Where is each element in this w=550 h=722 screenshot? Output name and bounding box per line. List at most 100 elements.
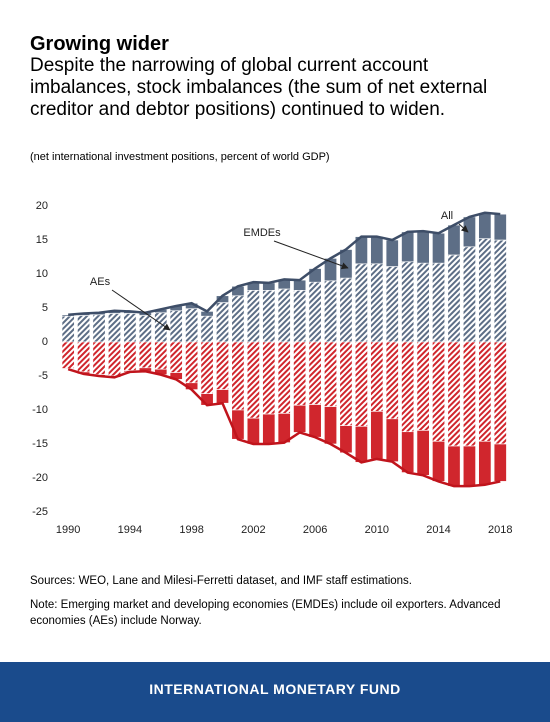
bar-segment	[370, 236, 384, 265]
bar-segment	[138, 341, 152, 369]
bar-segment	[61, 368, 75, 370]
bar-segment	[401, 341, 415, 433]
bar-segment	[169, 310, 183, 343]
units-note: (net international investment positions,…	[30, 151, 330, 163]
x-tick-label: 1998	[179, 524, 203, 536]
bar-segment	[138, 315, 152, 343]
bar-segment	[416, 230, 430, 264]
bar-segment	[277, 288, 291, 343]
bar-segment	[478, 238, 492, 343]
bar-segment	[61, 341, 75, 369]
bar-segment	[401, 431, 415, 473]
x-tick-label: 2010	[365, 524, 389, 536]
bar-segment	[416, 430, 430, 476]
bar-segment	[493, 341, 507, 445]
bar-segment	[246, 341, 260, 419]
bar-segment	[308, 281, 322, 343]
bar-segment	[432, 262, 446, 343]
bar-segment	[231, 341, 245, 411]
title: Growing wider	[30, 33, 169, 55]
bar-segment	[77, 341, 91, 373]
bar-segment	[324, 341, 337, 407]
y-tick-label: -10	[32, 404, 48, 416]
bar-segment	[401, 261, 415, 343]
bar-segment	[200, 341, 214, 394]
annotation-arrow	[111, 289, 171, 331]
bar-segment	[262, 413, 276, 445]
y-tick-label: -25	[32, 506, 48, 518]
bar-segment	[246, 290, 260, 343]
bar-segment	[200, 315, 214, 343]
bar-segment	[77, 315, 91, 343]
x-tick-label: 1994	[118, 524, 142, 536]
bar-segment	[107, 313, 121, 343]
bar-segment	[447, 224, 461, 256]
bar-segment	[447, 341, 461, 447]
bar-segment	[478, 212, 492, 239]
bar-segment	[154, 312, 168, 343]
bar-segment	[107, 341, 121, 377]
x-tick-label: 2018	[488, 524, 512, 536]
bar-segment	[154, 341, 168, 370]
bar-segment	[61, 315, 75, 343]
x-tick-label: 1990	[56, 524, 80, 536]
bar-segment	[185, 308, 199, 343]
y-tick-label: 20	[36, 200, 48, 212]
y-tick-label: 15	[36, 234, 48, 246]
bar-segment	[447, 445, 461, 487]
bar-segment	[339, 277, 353, 343]
y-tick-label: -5	[38, 370, 48, 382]
bar-segment	[354, 263, 368, 343]
bar-segment	[462, 341, 476, 447]
annotation-arrow	[273, 240, 349, 270]
bar-segment	[370, 411, 384, 460]
bar-segment	[493, 239, 507, 343]
bar-segment	[293, 279, 307, 291]
bar-segment	[293, 290, 307, 343]
bar-segment	[169, 341, 183, 373]
bar-segment	[293, 404, 307, 433]
x-tick-label: 2002	[241, 524, 265, 536]
bar-segment	[185, 341, 199, 384]
bar-segment	[354, 426, 368, 463]
annotation: EMDEs	[243, 227, 281, 239]
bar-segment	[277, 413, 291, 443]
bar-segment	[493, 213, 507, 241]
bar-segment	[478, 440, 492, 486]
subtitle: Despite the narrowing of global current …	[30, 55, 488, 120]
bar-segment	[354, 341, 368, 427]
bar-segment	[462, 246, 476, 343]
y-tick-label: -15	[32, 438, 48, 450]
bar-segment	[231, 295, 245, 343]
bar-segment	[339, 249, 353, 279]
bar-segment	[92, 314, 106, 343]
chart: -25 -20 -15 -10 -5 0 5 10 15 20 1990 1994 1998 2002 20…	[32, 200, 512, 536]
bar-segment	[262, 290, 276, 343]
bar-segment	[432, 232, 446, 264]
bar-segment	[216, 389, 229, 404]
bar-segment	[432, 341, 446, 442]
y-tick-label: -20	[32, 472, 48, 484]
bar-segment	[123, 313, 137, 343]
bar-segment	[462, 216, 476, 248]
bar-segment	[324, 406, 337, 445]
all-outline-negative	[67, 368, 501, 488]
bar-segment	[478, 341, 492, 442]
y-tick-label: 10	[36, 268, 48, 280]
annotation-arrow	[458, 223, 469, 233]
x-tick-label: 2014	[426, 524, 450, 536]
all-outline-positive	[68, 211, 501, 317]
bar-segment	[462, 445, 476, 487]
bar-segment	[385, 266, 399, 343]
x-tick-label: 2006	[303, 524, 327, 536]
bar-segment	[385, 341, 399, 420]
bar-segment	[231, 409, 245, 440]
bar-segment	[293, 341, 307, 406]
bar-segment	[416, 262, 430, 343]
bar-segment	[92, 341, 106, 375]
bar-segment	[216, 302, 229, 343]
y-tick-label: 0	[42, 336, 48, 348]
bar-segment	[370, 341, 384, 412]
bar-segment	[339, 341, 353, 426]
